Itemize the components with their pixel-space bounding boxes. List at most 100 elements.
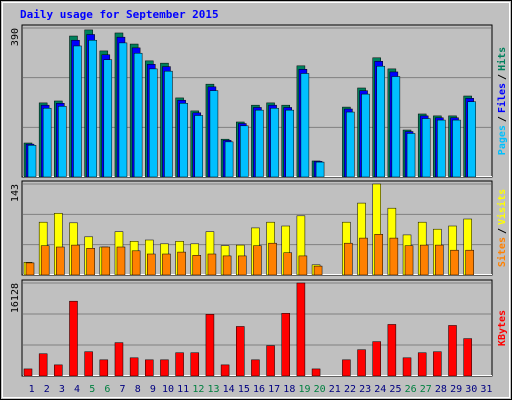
bar [58,106,67,178]
x-tick-label: 2 [44,384,50,395]
bar [372,341,381,377]
bar [270,107,279,178]
bar [27,145,37,178]
x-tick-label: 25 [389,384,401,395]
bar [448,325,457,377]
bar [73,45,82,178]
y-tick-label: 143 [10,184,21,202]
bar [179,103,188,178]
x-tick-label: 23 [359,384,371,395]
bar [433,351,442,377]
bar [220,364,230,377]
bar [224,141,234,178]
bar [376,65,385,178]
chart-title: Daily usage for September 2015 [20,8,219,21]
x-tick-label: 4 [74,384,80,395]
x-tick-label: 11 [177,384,189,395]
bar [404,245,414,276]
x-tick-label: 22 [344,384,356,395]
bar [133,52,143,178]
bar [145,359,154,377]
bar [54,364,63,377]
bar [300,73,310,178]
x-tick-label: 14 [223,384,235,395]
x-tick-label: 26 [405,384,417,395]
x-tick-label: 12 [192,384,204,395]
bar [118,42,128,178]
bar [391,76,401,178]
x-tick-label: 16 [253,384,265,395]
bar [251,359,260,377]
legend-separator: / [497,74,508,80]
bar [389,237,399,276]
x-tick-label: 13 [207,384,219,395]
x-tick-label: 9 [150,384,156,395]
legend-entry: KBytes [497,310,508,346]
bar [164,70,173,178]
legend-entry: Files [496,83,508,113]
bar [417,352,427,377]
bar [253,245,262,276]
bar [23,368,33,377]
bar [190,352,200,377]
bar [71,244,80,276]
x-tick-label: 15 [238,384,250,395]
bar [209,90,219,178]
bar [38,353,48,377]
x-tick-label: 31 [480,384,492,395]
bar [315,161,325,178]
bar [463,338,472,377]
bar [268,242,277,276]
bar [281,313,290,377]
x-tick-label: 10 [162,384,174,395]
bar [101,246,111,276]
bar [40,245,50,276]
legend-entry: Hits [496,47,508,71]
bar [342,359,351,377]
bar [236,326,245,377]
bar [387,324,397,377]
bar [406,133,416,178]
x-tick-label: 21 [329,384,341,395]
bar [175,352,184,377]
bar [450,249,459,276]
bar [160,359,169,377]
bar [437,119,446,178]
bar [222,255,232,276]
bar [435,244,444,276]
bar [296,282,306,377]
bar [56,246,65,276]
bar [42,107,52,178]
bar [99,359,109,377]
bar [452,119,461,178]
bar [131,250,141,276]
legend: Pages / Files / Hits [496,47,508,155]
legend-entry: Pages [497,125,508,155]
x-tick-label: 3 [59,384,65,395]
x-tick-label: 8 [135,384,141,395]
bar [114,342,124,377]
bar [357,349,366,377]
bar [238,255,247,276]
bar [344,242,353,276]
bar [205,314,215,377]
bar [177,251,186,276]
legend-entry: Sites [496,237,508,267]
bar [129,357,139,377]
bar [103,59,113,178]
bar [192,255,202,276]
bar [149,68,158,178]
x-tick-label: 5 [89,384,95,395]
bar [311,368,321,377]
legend-separator: / [497,228,508,234]
bar [162,253,171,276]
x-tick-label: 20 [314,384,326,395]
bar [147,253,156,276]
x-tick-label: 29 [450,384,462,395]
x-tick-label: 19 [298,384,310,395]
bar [116,246,126,276]
bar [84,351,93,377]
bar [402,357,412,377]
bar [298,255,308,276]
